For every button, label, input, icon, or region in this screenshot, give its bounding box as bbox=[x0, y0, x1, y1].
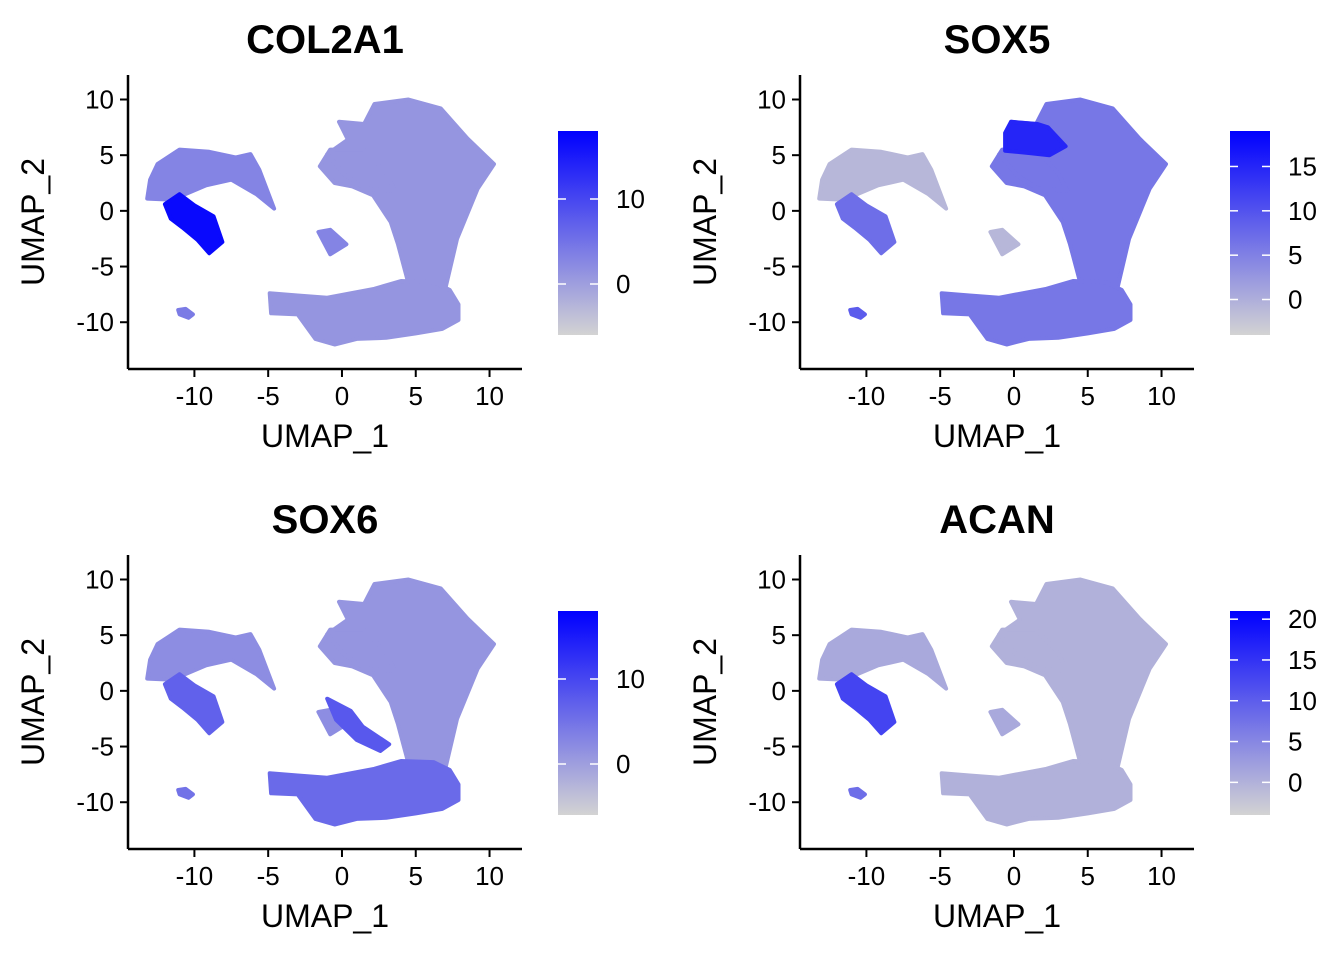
cluster-top-right-upper-left-lobe bbox=[1003, 119, 1068, 158]
colorbar-tick-label: 5 bbox=[1288, 240, 1302, 270]
y-tick-label: 5 bbox=[100, 140, 114, 170]
x-axis-label: UMAP_1 bbox=[261, 418, 389, 454]
y-tick-label: -10 bbox=[748, 787, 786, 817]
cluster-bottom-mass bbox=[939, 279, 1133, 347]
colorbar-tick-label: 0 bbox=[1288, 285, 1302, 315]
y-tick-label: -10 bbox=[748, 307, 786, 337]
x-tick-label: 10 bbox=[475, 861, 504, 891]
x-tick-label: 10 bbox=[475, 381, 504, 411]
panel-col2a1: -10 -5 0 5 10 10 5 0 -5 -10 COL2A1 UMAP_1 UMAP_2 10 0 bbox=[15, 18, 645, 454]
x-tick-label: -10 bbox=[848, 381, 886, 411]
x-tick-label: 0 bbox=[1007, 381, 1021, 411]
y-tick-label: 10 bbox=[85, 565, 114, 595]
y-tick-label: -10 bbox=[76, 787, 114, 817]
colorbar bbox=[558, 131, 598, 335]
x-tick-label: 10 bbox=[1147, 861, 1176, 891]
cluster-bottom-mass bbox=[267, 759, 461, 827]
cluster-stray bbox=[316, 227, 349, 257]
colorbar-tick-label: 0 bbox=[616, 749, 630, 779]
y-tick-label: 0 bbox=[100, 676, 114, 706]
cluster-top-right-mass bbox=[989, 577, 1168, 771]
x-tick-label: -5 bbox=[929, 861, 952, 891]
y-tick-label: 5 bbox=[772, 620, 786, 650]
y-tick-label: 10 bbox=[757, 565, 786, 595]
cluster-left-island-core bbox=[162, 192, 225, 256]
cluster-stray bbox=[988, 707, 1021, 737]
y-tick-label: -5 bbox=[91, 732, 114, 762]
y-tick-label: -5 bbox=[91, 252, 114, 282]
cluster-small-isolated-cluster bbox=[848, 306, 867, 320]
cluster-upper-left-island bbox=[817, 147, 949, 211]
plot-title: ACAN bbox=[939, 498, 1055, 542]
colorbar-tick-label: 15 bbox=[1288, 151, 1317, 181]
x-tick-label: -5 bbox=[257, 381, 280, 411]
y-tick-label: 10 bbox=[85, 85, 114, 115]
x-tick-label: -5 bbox=[929, 381, 952, 411]
colorbar-tick-label: 10 bbox=[616, 184, 645, 214]
plot-title: SOX6 bbox=[272, 498, 379, 542]
colorbar-tick-label: 0 bbox=[616, 269, 630, 299]
cluster-bottom-mass bbox=[939, 759, 1133, 827]
x-axis-label: UMAP_1 bbox=[933, 898, 1061, 934]
y-axis-label: UMAP_2 bbox=[15, 158, 51, 286]
cluster-bottom-mass bbox=[267, 279, 461, 347]
x-tick-label: -10 bbox=[848, 861, 886, 891]
cluster-left-island-core bbox=[162, 672, 225, 736]
colorbar-tick-label: 10 bbox=[1288, 686, 1317, 716]
cluster-small-isolated-cluster bbox=[848, 786, 867, 800]
cluster-upper-left-island bbox=[145, 627, 277, 691]
x-tick-label: 5 bbox=[409, 381, 423, 411]
cluster-top-right-mass bbox=[317, 97, 496, 291]
x-tick-label: 10 bbox=[1147, 381, 1176, 411]
y-tick-label: -5 bbox=[763, 732, 786, 762]
colorbar-tick-label: 15 bbox=[1288, 645, 1317, 675]
y-tick-label: 5 bbox=[772, 140, 786, 170]
plot-title: SOX5 bbox=[944, 18, 1051, 62]
x-tick-label: 5 bbox=[1081, 381, 1095, 411]
x-tick-label: -5 bbox=[257, 861, 280, 891]
colorbar bbox=[1230, 611, 1270, 815]
y-tick-label: -5 bbox=[763, 252, 786, 282]
y-tick-label: 0 bbox=[772, 676, 786, 706]
colorbar-tick-label: 20 bbox=[1288, 604, 1317, 634]
cluster-upper-left-island bbox=[817, 627, 949, 691]
colorbar-tick-label: 10 bbox=[616, 664, 645, 694]
cluster-small-isolated-cluster bbox=[176, 786, 195, 800]
x-axis-label: UMAP_1 bbox=[933, 418, 1061, 454]
colorbar bbox=[1230, 131, 1270, 335]
x-tick-label: 5 bbox=[409, 861, 423, 891]
x-tick-label: 5 bbox=[1081, 861, 1095, 891]
y-axis-label: UMAP_2 bbox=[15, 638, 51, 766]
x-tick-label: -10 bbox=[176, 861, 214, 891]
colorbar bbox=[558, 611, 598, 815]
x-axis-label: UMAP_1 bbox=[261, 898, 389, 934]
y-tick-label: 0 bbox=[772, 196, 786, 226]
cluster-stray bbox=[988, 227, 1021, 257]
cluster-top-right-mass bbox=[317, 577, 496, 771]
colorbar-tick-label: 0 bbox=[1288, 767, 1302, 797]
cluster-bridge-cells bbox=[325, 696, 392, 753]
panel-sox6: -10 -5 0 5 10 10 5 0 -5 -10 SOX6 UMAP_1 UMAP_2 10 0 bbox=[15, 498, 645, 934]
cluster-upper-left-island bbox=[145, 147, 277, 211]
panel-acan: -10 -5 0 5 10 10 5 0 -5 -10 ACAN UMAP_1 UMAP_2 20 15 10… bbox=[687, 498, 1317, 934]
panel-sox5: -10 -5 0 5 10 10 5 0 -5 -10 SOX5 UMAP_1 UMAP_2 15 10 5 0 bbox=[687, 18, 1317, 454]
y-axis-label: UMAP_2 bbox=[687, 158, 723, 286]
x-tick-label: 0 bbox=[335, 861, 349, 891]
x-tick-label: 0 bbox=[1007, 861, 1021, 891]
y-tick-label: 10 bbox=[757, 85, 786, 115]
cluster-small-isolated-cluster bbox=[176, 306, 195, 320]
y-axis-label: UMAP_2 bbox=[687, 638, 723, 766]
cluster-left-island-core bbox=[834, 192, 897, 256]
x-tick-label: -10 bbox=[176, 381, 214, 411]
plot-title: COL2A1 bbox=[246, 18, 404, 62]
y-tick-label: -10 bbox=[76, 307, 114, 337]
y-tick-label: 5 bbox=[100, 620, 114, 650]
colorbar-tick-label: 5 bbox=[1288, 727, 1302, 757]
x-tick-label: 0 bbox=[335, 381, 349, 411]
cluster-left-island-core bbox=[834, 672, 897, 736]
y-tick-label: 0 bbox=[100, 196, 114, 226]
colorbar-tick-label: 10 bbox=[1288, 196, 1317, 226]
